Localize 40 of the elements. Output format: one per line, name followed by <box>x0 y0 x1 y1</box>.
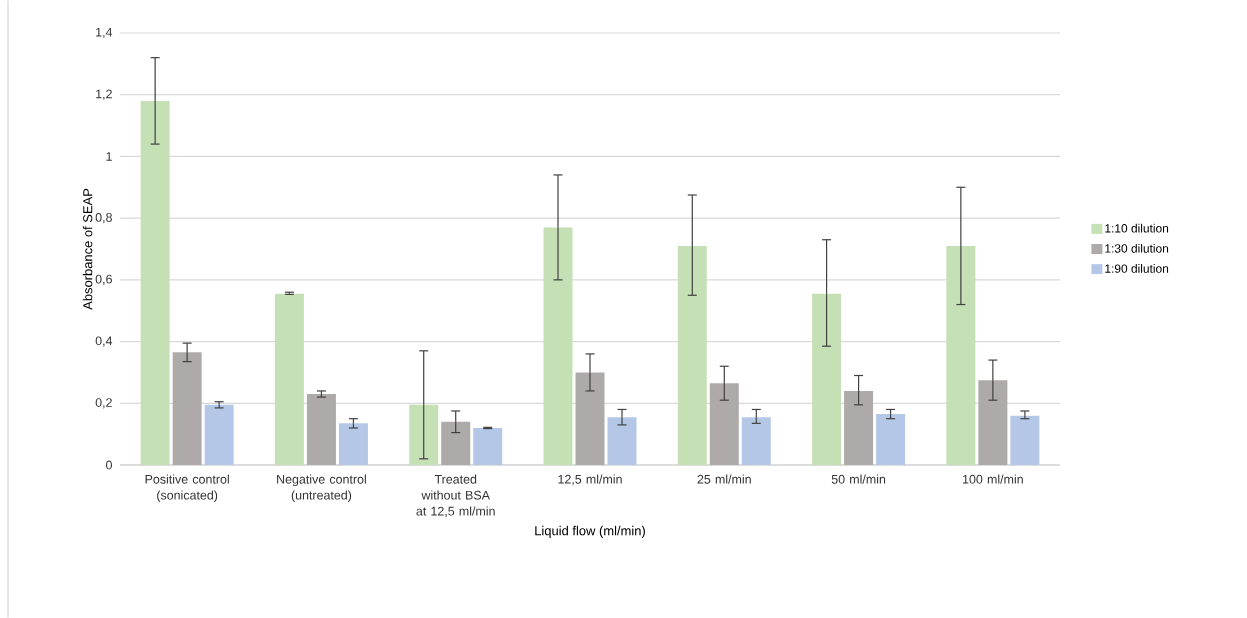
y-tick-label: 0,2 <box>95 398 112 409</box>
legend-label: 1:90 dilution <box>1105 264 1169 273</box>
bar <box>575 372 605 465</box>
bar <box>946 245 976 465</box>
y-tick-label: 0,6 <box>95 274 112 285</box>
bar <box>607 417 637 465</box>
bar <box>140 100 170 465</box>
x-tick-label: 12,5 ml/min <box>558 474 622 486</box>
bar <box>473 427 503 465</box>
y-tick-label: 0 <box>106 460 112 470</box>
legend-label: 1:10 dilution <box>1105 223 1169 233</box>
bar <box>876 414 906 465</box>
x-tick-label: 100 ml/min <box>963 474 1023 484</box>
x-tick-label: 50 ml/min <box>831 474 886 484</box>
x-axis-title: Liquid flow (ml/min) <box>535 525 645 538</box>
y-tick-label: 1 <box>106 152 112 161</box>
x-tick-label: 25 ml/min <box>697 474 751 484</box>
y-tick-label: 0,8 <box>95 213 112 224</box>
bar <box>844 390 874 465</box>
x-tick-label: Treated without BSA at 12,5 ml/min <box>416 474 495 518</box>
bar <box>306 394 336 465</box>
bar <box>677 245 707 465</box>
y-axis-title: Absorbance of SEAP <box>82 188 93 310</box>
bar <box>204 404 234 465</box>
bar <box>338 423 368 465</box>
y-tick-label: 1,2 <box>96 89 112 100</box>
legend-label: 1:30 dilution <box>1105 243 1169 253</box>
bar <box>274 293 304 465</box>
bar <box>709 383 739 465</box>
x-tick-label: Positive control (sonicated) <box>145 474 229 503</box>
y-tick-label: 1,4 <box>96 27 113 39</box>
bar <box>441 421 471 465</box>
bar <box>172 352 202 465</box>
bar <box>741 417 771 465</box>
bar <box>1010 415 1040 465</box>
bar <box>812 293 842 465</box>
x-tick-label: Negative control (untreated) <box>277 474 366 503</box>
bar <box>543 227 573 465</box>
bar <box>978 380 1008 465</box>
y-tick-label: 0,4 <box>95 336 113 347</box>
